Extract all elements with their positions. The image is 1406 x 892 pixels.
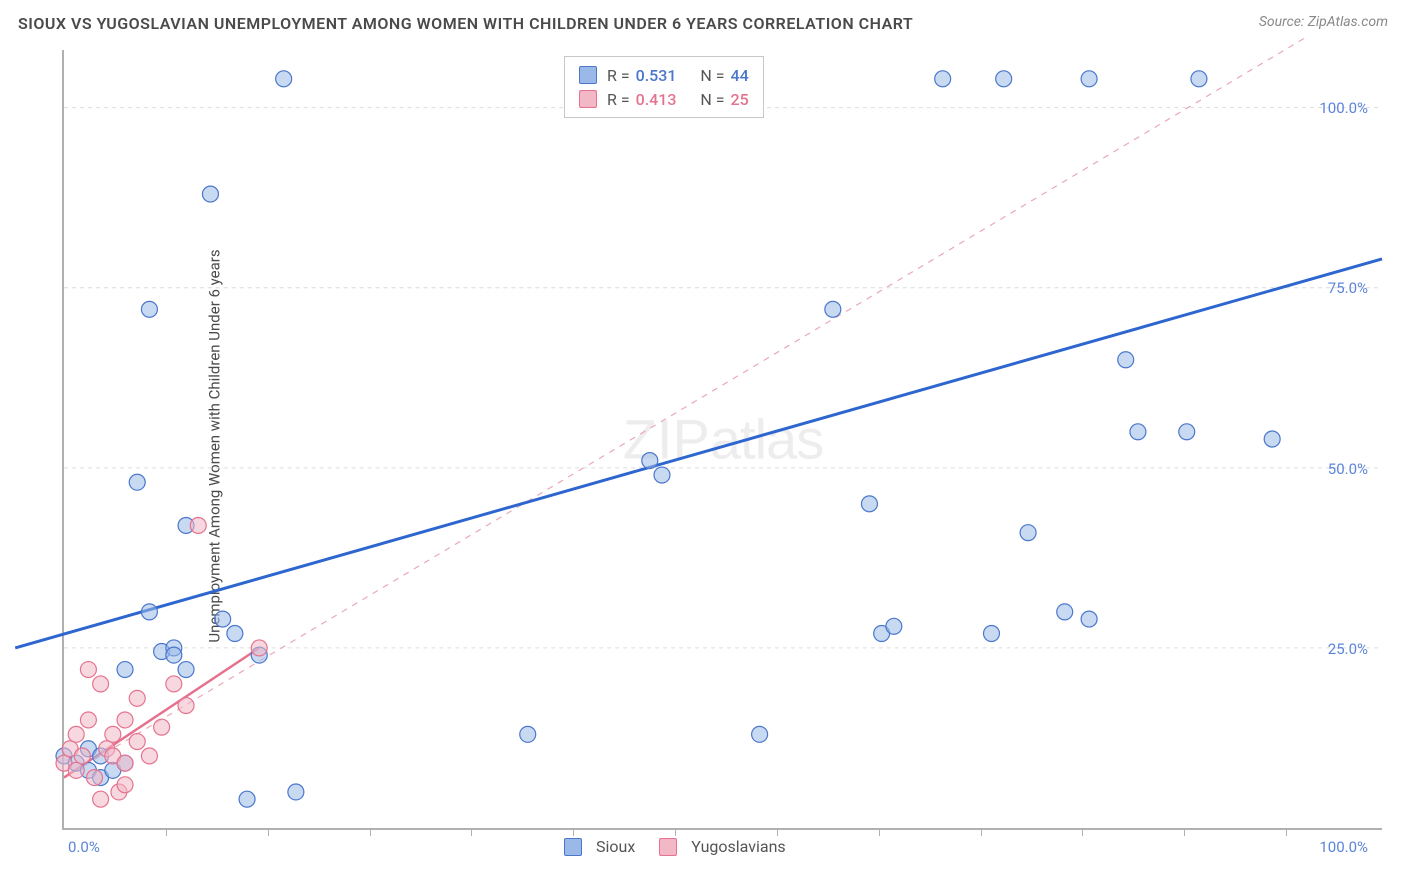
- legend-stat-row: R = 0.413 N = 25: [579, 87, 749, 111]
- data-point: [1191, 71, 1207, 87]
- x-tick: [1082, 828, 1083, 836]
- data-point: [117, 662, 133, 678]
- x-tick: [268, 828, 269, 836]
- data-point: [117, 712, 133, 728]
- data-point: [251, 640, 267, 656]
- x-tick: [573, 828, 574, 836]
- data-point: [141, 301, 157, 317]
- data-point: [190, 517, 206, 533]
- data-point: [93, 676, 109, 692]
- x-tick: [471, 828, 472, 836]
- legend-series-label: Yugoslavians: [691, 837, 785, 856]
- x-tick: [1286, 828, 1287, 836]
- data-point: [654, 467, 670, 483]
- data-point: [166, 676, 182, 692]
- legend-swatch: [564, 838, 582, 856]
- x-tick: [981, 828, 982, 836]
- y-tick-label: 50.0%: [1328, 460, 1368, 478]
- data-point: [239, 791, 255, 807]
- data-point: [983, 626, 999, 642]
- trend-line: [64, 36, 1309, 778]
- data-point: [1264, 431, 1280, 447]
- data-point: [227, 626, 243, 642]
- legend-swatch: [579, 66, 597, 84]
- x-tick: [1184, 828, 1185, 836]
- y-tick-label: 75.0%: [1328, 279, 1368, 297]
- data-point: [141, 748, 157, 764]
- data-point: [642, 453, 658, 469]
- data-point: [178, 662, 194, 678]
- x-tick-label: 0.0%: [68, 838, 100, 856]
- x-tick: [166, 828, 167, 836]
- data-point: [886, 618, 902, 634]
- data-point: [129, 734, 145, 750]
- data-point: [1130, 424, 1146, 440]
- data-point: [80, 712, 96, 728]
- data-point: [68, 726, 84, 742]
- chart-title: SIOUX VS YUGOSLAVIAN UNEMPLOYMENT AMONG …: [18, 14, 913, 33]
- legend-stat-row: R = 0.531 N = 44: [579, 63, 749, 87]
- data-point: [105, 726, 121, 742]
- x-tick-label: 100.0%: [1319, 838, 1368, 856]
- data-point: [117, 777, 133, 793]
- data-point: [154, 719, 170, 735]
- data-point: [166, 647, 182, 663]
- data-point: [288, 784, 304, 800]
- data-point: [87, 770, 103, 786]
- data-point: [825, 301, 841, 317]
- legend-swatch: [659, 838, 677, 856]
- source-attribution: Source: ZipAtlas.com: [1259, 14, 1388, 30]
- data-point: [80, 662, 96, 678]
- data-point: [1081, 71, 1097, 87]
- data-point: [520, 726, 536, 742]
- data-point: [215, 611, 231, 627]
- data-point: [202, 186, 218, 202]
- y-tick-label: 25.0%: [1328, 640, 1368, 658]
- data-point: [1081, 611, 1097, 627]
- data-point: [935, 71, 951, 87]
- data-point: [1118, 352, 1134, 368]
- y-tick-label: 100.0%: [1319, 99, 1368, 117]
- data-point: [1179, 424, 1195, 440]
- data-point: [178, 698, 194, 714]
- data-point: [752, 726, 768, 742]
- x-tick: [777, 828, 778, 836]
- x-tick: [879, 828, 880, 836]
- data-point: [129, 474, 145, 490]
- data-point: [93, 791, 109, 807]
- data-point: [68, 762, 84, 778]
- plot-svg: [64, 50, 1382, 828]
- data-point: [1057, 604, 1073, 620]
- x-tick: [370, 828, 371, 836]
- data-point: [996, 71, 1012, 87]
- legend-series: Sioux Yugoslavians: [564, 837, 800, 856]
- legend-series-label: Sioux: [596, 837, 635, 856]
- data-point: [117, 755, 133, 771]
- data-point: [129, 690, 145, 706]
- data-point: [74, 748, 90, 764]
- trend-line: [15, 259, 1382, 648]
- plot-area: ZIPatlas 25.0%50.0%75.0%100.0% 0.0%100.0…: [62, 50, 1382, 830]
- data-point: [1020, 525, 1036, 541]
- data-point: [861, 496, 877, 512]
- data-point: [141, 604, 157, 620]
- data-point: [276, 71, 292, 87]
- x-tick: [675, 828, 676, 836]
- legend-swatch: [579, 90, 597, 108]
- legend-stats-box: R = 0.531 N = 44R = 0.413 N = 25: [564, 56, 764, 118]
